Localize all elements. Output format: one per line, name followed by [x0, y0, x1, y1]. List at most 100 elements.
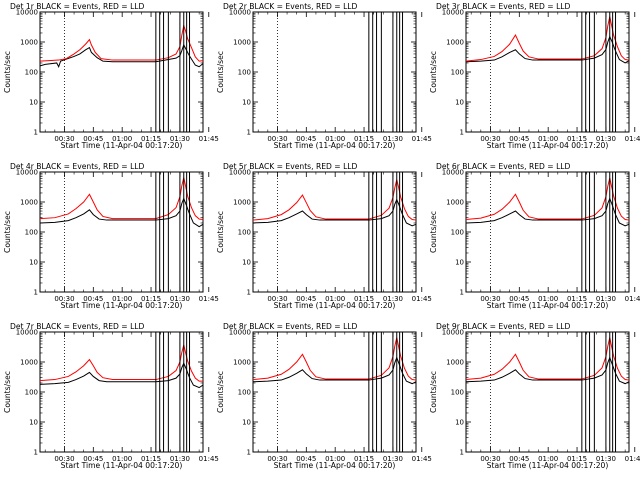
- interval-box: [399, 171, 404, 293]
- x-tick-label: 01:30: [596, 455, 616, 463]
- x-tick-label: 00:45: [83, 295, 103, 303]
- y-tick-label: 10000: [16, 329, 38, 337]
- interval-box: [392, 171, 398, 293]
- x-tick-label: 01:30: [383, 135, 403, 143]
- detector-panel-3: Det 3r BLACK = Events, RED = LLD 1 10 100 10…: [429, 2, 640, 150]
- y-tick-label: 1: [460, 449, 464, 457]
- interval-box: [163, 331, 169, 453]
- x-tick-label: 01:15: [141, 455, 161, 463]
- y-tick-label: 10000: [229, 169, 251, 177]
- y-tick-label: 10: [242, 259, 251, 267]
- interval-box: [186, 11, 191, 133]
- x-tick-label: 00:30: [54, 295, 74, 303]
- panel-title: Det 3r BLACK = Events, RED = LLD: [436, 2, 571, 11]
- x-axis-label: Start Time (11-Apr-04 00:17:20): [61, 141, 183, 150]
- interval-box: [605, 331, 611, 453]
- x-axis-label: Start Time (11-Apr-04 00:17:20): [274, 301, 396, 310]
- panel-title: Det 8r BLACK = Events, RED = LLD: [223, 322, 358, 331]
- x-axis-label: Start Time (11-Apr-04 00:17:20): [61, 301, 183, 310]
- y-tick-label: 10: [455, 259, 464, 267]
- x-tick-label: 01:15: [354, 295, 374, 303]
- y-tick-label: 100: [451, 69, 464, 77]
- events-series-line: [252, 198, 417, 227]
- x-tick-label: 00:45: [509, 295, 529, 303]
- y-tick-label: 10: [455, 419, 464, 427]
- y-tick-label: 1000: [446, 199, 464, 207]
- y-axis-label: Counts/sec: [3, 371, 12, 413]
- x-tick-label: 00:30: [480, 295, 500, 303]
- x-tick-label: 00:45: [509, 135, 529, 143]
- x-tick-label: 00:30: [267, 135, 287, 143]
- y-axis-label: Counts/sec: [216, 51, 225, 93]
- x-tick-label: 00:45: [83, 455, 103, 463]
- panel-title: Det 1r BLACK = Events, RED = LLD: [10, 2, 145, 11]
- x-tick-label: 01:00: [325, 135, 345, 143]
- x-tick-label: 01:30: [170, 455, 190, 463]
- y-tick-label: 10000: [16, 9, 38, 17]
- y-tick-label: 100: [451, 229, 464, 237]
- detector-panel-1: Det 1r BLACK = Events, RED = LLD 1 10 100 10…: [3, 2, 219, 150]
- interval-box: [589, 331, 595, 453]
- interval-box: [186, 331, 191, 453]
- x-tick-label: 00:30: [54, 455, 74, 463]
- y-tick-label: 1000: [20, 199, 38, 207]
- y-tick-label: 1000: [20, 39, 38, 47]
- x-tick-label: 01:30: [383, 295, 403, 303]
- y-axis-label: Counts/sec: [216, 371, 225, 413]
- y-tick-label: 100: [25, 69, 38, 77]
- interval-box: [589, 171, 595, 293]
- x-tick-label: 01:15: [354, 135, 374, 143]
- x-axis-label: Start Time (11-Apr-04 00:17:20): [487, 461, 609, 470]
- x-tick-label: 01:45: [199, 455, 219, 463]
- y-axis-label: Counts/sec: [3, 211, 12, 253]
- x-axis-label: Start Time (11-Apr-04 00:17:20): [274, 141, 396, 150]
- interval-box: [368, 331, 374, 453]
- interval-box: [376, 171, 382, 293]
- y-axis-label: Counts/sec: [429, 371, 438, 413]
- y-axis-label: Counts/sec: [429, 211, 438, 253]
- interval-box: [376, 331, 382, 453]
- y-tick-label: 1: [247, 129, 251, 137]
- interval-box: [179, 171, 185, 293]
- interval-box: [155, 171, 161, 293]
- x-tick-label: 01:15: [567, 135, 587, 143]
- y-tick-label: 1000: [233, 39, 251, 47]
- y-tick-label: 100: [238, 389, 251, 397]
- x-tick-label: 01:30: [596, 135, 616, 143]
- y-tick-label: 10000: [442, 169, 464, 177]
- interval-box: [376, 11, 382, 133]
- interval-box: [581, 171, 587, 293]
- y-tick-label: 10000: [229, 329, 251, 337]
- y-tick-label: 1: [460, 129, 464, 137]
- interval-box: [399, 11, 404, 133]
- interval-box: [368, 11, 374, 133]
- x-tick-label: 01:15: [141, 295, 161, 303]
- interval-box: [179, 331, 185, 453]
- interval-box: [589, 11, 595, 133]
- panel-title: Det 6r BLACK = Events, RED = LLD: [436, 162, 571, 171]
- x-tick-label: 01:00: [112, 295, 132, 303]
- detector-panel-6: Det 6r BLACK = Events, RED = LLD 1 10 100 10…: [429, 162, 640, 310]
- y-tick-label: 10: [29, 419, 38, 427]
- y-axis-label: Counts/sec: [3, 51, 12, 93]
- panel-title: Det 5r BLACK = Events, RED = LLD: [223, 162, 358, 171]
- interval-box: [612, 331, 617, 453]
- y-tick-label: 10: [242, 419, 251, 427]
- x-tick-label: 01:30: [596, 295, 616, 303]
- x-tick-label: 01:00: [112, 135, 132, 143]
- events-series-line: [39, 43, 204, 68]
- y-tick-label: 10: [242, 99, 251, 107]
- panel-title: Det 9r BLACK = Events, RED = LLD: [436, 322, 571, 331]
- y-tick-label: 1: [247, 449, 251, 457]
- x-tick-label: 01:45: [412, 455, 432, 463]
- x-tick-label: 01:45: [199, 135, 219, 143]
- interval-box: [612, 11, 617, 133]
- interval-box: [163, 171, 169, 293]
- interval-box: [155, 11, 161, 133]
- x-tick-label: 01:30: [170, 295, 190, 303]
- x-tick-label: 00:45: [296, 135, 316, 143]
- interval-box: [605, 11, 611, 133]
- x-tick-label: 01:00: [325, 295, 345, 303]
- y-tick-label: 1: [34, 129, 38, 137]
- panel-title: Det 2r BLACK = Events, RED = LLD: [223, 2, 358, 11]
